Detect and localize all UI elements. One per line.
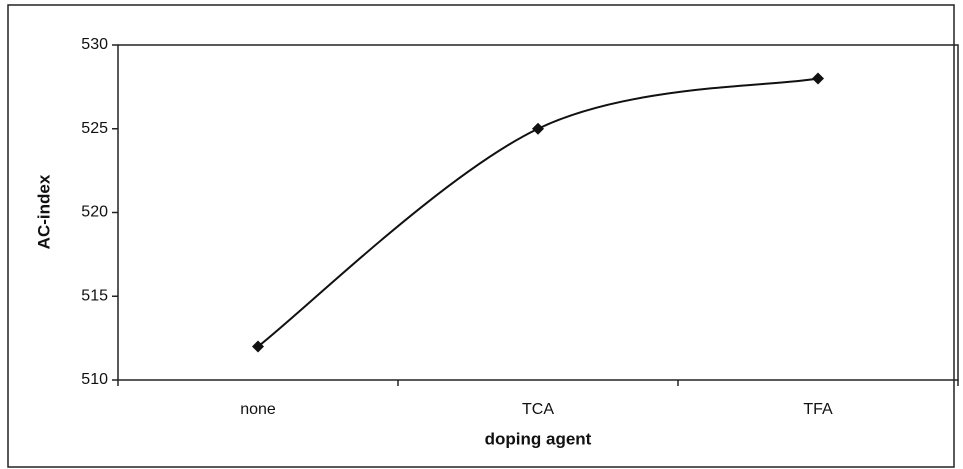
- y-axis-label: AC-index: [34, 174, 53, 249]
- data-point: [812, 72, 824, 85]
- data-point: [532, 122, 544, 135]
- y-tick-label: 525: [81, 120, 108, 137]
- y-tick-label: 515: [81, 287, 108, 304]
- data-point: [252, 340, 264, 353]
- x-tick-label: TCA: [522, 401, 554, 418]
- y-tick-label: 520: [81, 204, 108, 221]
- x-axis-label: doping agent: [485, 429, 592, 448]
- x-tick-label: TFA: [803, 401, 833, 418]
- y-tick-label: 510: [81, 371, 108, 388]
- x-tick-label: none: [240, 401, 276, 418]
- chart-frame: [7, 4, 955, 468]
- y-tick-label: 530: [81, 36, 108, 53]
